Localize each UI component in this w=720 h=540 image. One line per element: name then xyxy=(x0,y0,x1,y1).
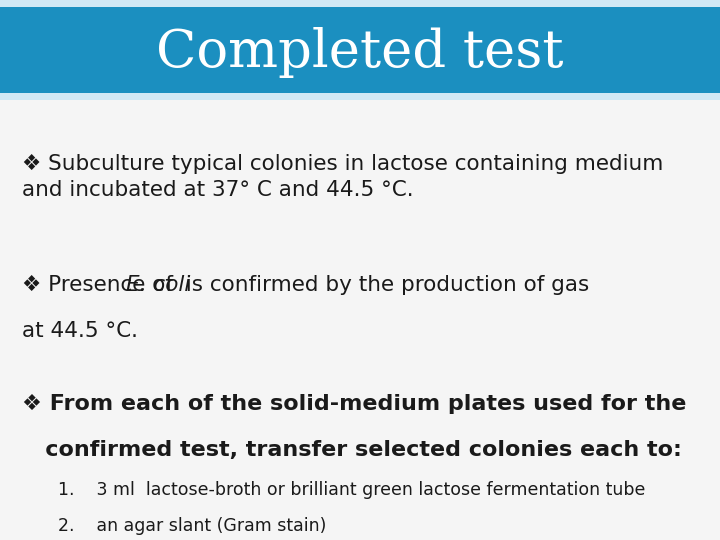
Text: 1.    3 ml  lactose-broth or brilliant green lactose fermentation tube: 1. 3 ml lactose-broth or brilliant green… xyxy=(58,481,645,498)
Text: Completed test: Completed test xyxy=(156,27,564,78)
FancyBboxPatch shape xyxy=(0,93,720,100)
Text: is confirmed by the production of gas: is confirmed by the production of gas xyxy=(179,275,589,295)
FancyBboxPatch shape xyxy=(0,0,720,100)
Text: at 44.5 °C.: at 44.5 °C. xyxy=(22,321,138,341)
Text: ❖ Presence of: ❖ Presence of xyxy=(22,275,179,295)
Text: 2.    an agar slant (Gram stain): 2. an agar slant (Gram stain) xyxy=(58,517,326,535)
FancyBboxPatch shape xyxy=(0,0,720,7)
Text: ❖ From each of the solid-medium plates used for the: ❖ From each of the solid-medium plates u… xyxy=(22,394,686,414)
Text: ❖ Subculture typical colonies in lactose containing medium
and incubated at 37° : ❖ Subculture typical colonies in lactose… xyxy=(22,154,663,200)
Text: confirmed test, transfer selected colonies each to:: confirmed test, transfer selected coloni… xyxy=(22,440,681,460)
Text: E. coli: E. coli xyxy=(127,275,191,295)
